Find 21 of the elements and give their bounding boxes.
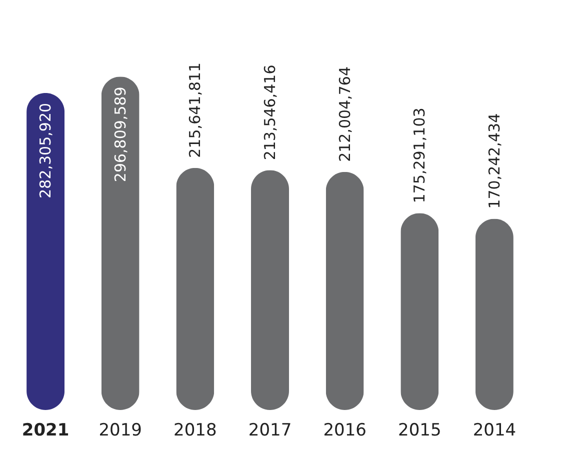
data-label: 282,305,920	[36, 102, 55, 198]
x-tick-label: 2016	[323, 420, 366, 440]
data-label: 175,291,103	[410, 108, 429, 204]
data-label: 215,641,811	[186, 62, 204, 158]
x-tick-label: 2019	[98, 420, 142, 440]
x-tick-label: 2015	[398, 420, 442, 440]
bar	[400, 213, 439, 410]
bar	[251, 170, 289, 410]
bar	[101, 76, 140, 410]
x-tick-label: 2018	[174, 420, 217, 440]
bar	[326, 172, 364, 410]
x-tick-label: 2021	[22, 420, 70, 440]
data-label: 170,242,434	[485, 113, 504, 209]
data-label: 212,004,764	[336, 66, 354, 162]
data-label: 296,809,589	[111, 86, 130, 182]
x-tick-label: 2014	[472, 420, 516, 440]
bar	[26, 92, 65, 410]
data-label: 213,546,416	[261, 64, 279, 160]
bar	[475, 218, 514, 410]
x-tick-label: 2017	[248, 420, 292, 440]
bar	[176, 168, 214, 410]
